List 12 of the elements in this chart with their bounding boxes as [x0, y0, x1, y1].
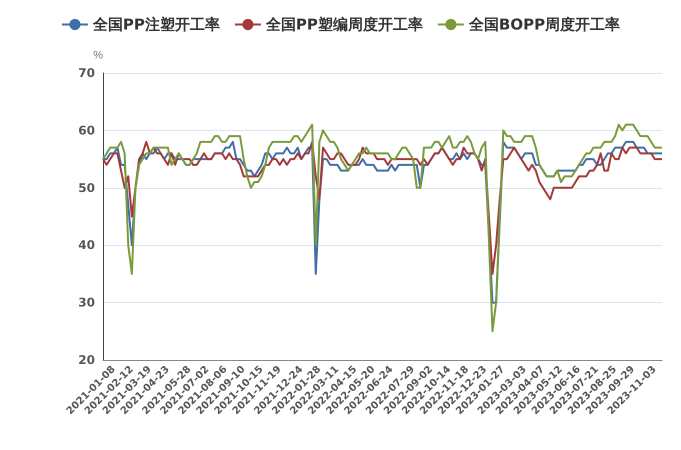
line-series — [102, 124, 663, 332]
legend-label: 全国BOPP周度开工率 — [468, 16, 620, 34]
y-axis-title: % — [93, 50, 104, 62]
y-tick-label: 50 — [78, 180, 95, 195]
y-tick-label: 40 — [78, 238, 95, 252]
legend-label: 全国PP塑编周度开工率 — [264, 16, 423, 34]
y-tick-label: 30 — [78, 296, 95, 310]
y-tick-label: 20 — [78, 353, 95, 367]
y-tick-label: 60 — [78, 123, 95, 138]
line-series — [102, 140, 663, 275]
y-tick-label: 70 — [78, 66, 95, 80]
legend-label: 全国PP注塑开工率 — [92, 16, 220, 34]
